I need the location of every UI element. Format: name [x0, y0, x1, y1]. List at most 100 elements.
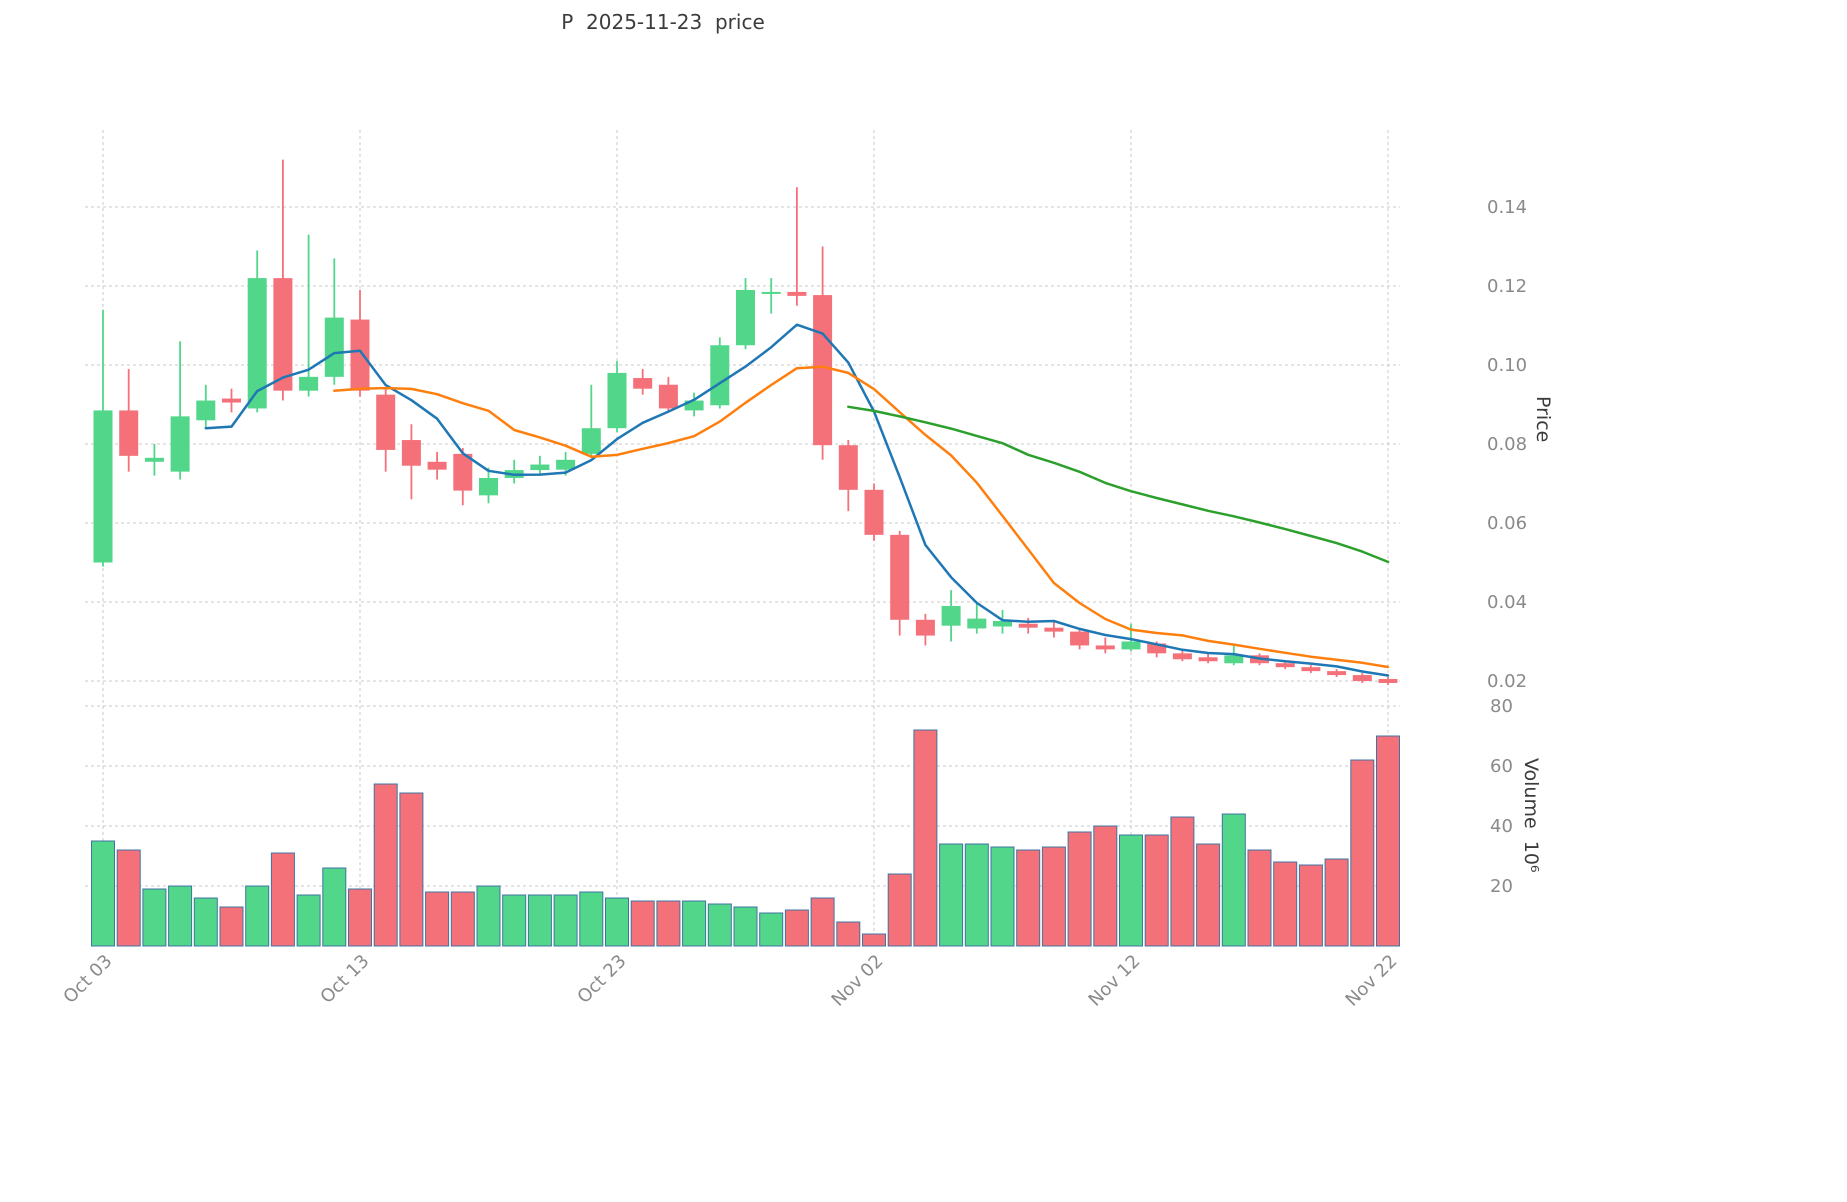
candle-body — [453, 453, 473, 491]
volume-bar — [399, 792, 424, 947]
candle-body — [273, 278, 293, 391]
volume-bar — [1093, 825, 1118, 947]
price-tick-label: 0.10 — [1487, 355, 1527, 376]
date-tick-label: Nov 22 — [1342, 951, 1402, 1011]
candle-body — [196, 400, 216, 421]
candle-body — [864, 489, 884, 535]
volume-bar — [116, 849, 141, 947]
volume-bar — [913, 729, 938, 947]
candle-body — [890, 534, 910, 620]
volume-bar — [810, 897, 835, 947]
volume-bar — [964, 843, 989, 947]
candle-body — [813, 295, 833, 446]
volume-bar — [682, 900, 707, 947]
date-tick-label: Nov 02 — [828, 951, 888, 1011]
volume-bar — [1350, 759, 1375, 947]
volume-bar — [193, 897, 218, 947]
volume-bar — [450, 891, 475, 947]
volume-bar — [425, 891, 450, 947]
volume-bar — [1067, 831, 1092, 947]
volume-bar — [939, 843, 964, 947]
volume-tick-label: 40 — [1490, 816, 1513, 837]
volume-bar — [476, 885, 501, 947]
volume-bar — [733, 906, 758, 947]
volume-bar — [348, 888, 372, 947]
volume-bar — [1298, 864, 1323, 947]
candle-body — [1044, 627, 1064, 632]
candle-body — [684, 400, 704, 411]
candle-body — [427, 461, 447, 470]
volume-bar — [219, 906, 244, 947]
candle-body — [556, 459, 576, 470]
volume-bar — [91, 840, 115, 947]
volume-bar — [836, 921, 861, 947]
volume-bar — [1170, 816, 1195, 947]
volume-bar — [1119, 834, 1143, 947]
volume-bar — [1041, 846, 1066, 947]
volume-bar — [862, 933, 886, 947]
date-tick-label: Oct 03 — [59, 951, 116, 1008]
volume-bar — [1196, 843, 1221, 947]
candle-body — [1070, 631, 1090, 646]
price-axis-label: Price — [1532, 396, 1554, 443]
price-tick-label: 0.12 — [1487, 276, 1527, 297]
candle-body — [607, 372, 627, 429]
price-tick-label: 0.04 — [1487, 592, 1527, 613]
candle-body — [581, 428, 601, 454]
price-tick-label: 0.02 — [1487, 671, 1527, 692]
volume-tick-label: 60 — [1490, 756, 1513, 777]
candle-body — [633, 378, 653, 389]
candle-body — [93, 410, 113, 563]
candle-body — [838, 445, 858, 490]
candle-body — [736, 289, 755, 346]
candle-body — [479, 477, 498, 496]
price-tick-label: 0.14 — [1487, 197, 1527, 218]
candle-body — [299, 376, 319, 391]
volume-bar — [1221, 813, 1246, 947]
volume-bar — [245, 885, 270, 947]
ma-line-sma-10 — [333, 365, 1390, 669]
candle-body — [247, 278, 267, 409]
candle-body — [170, 416, 190, 472]
volume-bar — [1247, 849, 1272, 947]
candle-body — [350, 319, 370, 391]
volume-bar — [656, 900, 681, 947]
volume-bar — [553, 894, 578, 947]
volume-bar — [270, 852, 295, 947]
volume-bar — [707, 903, 732, 947]
volume-bar — [1144, 834, 1169, 947]
volume-bar — [990, 846, 1015, 947]
candle-body — [324, 317, 344, 377]
candle-body — [941, 605, 961, 626]
candle-body — [376, 394, 396, 450]
volume-bar — [502, 894, 527, 947]
price-tick-label: 0.08 — [1487, 434, 1527, 455]
volume-bar — [784, 909, 809, 947]
volume-bar — [296, 894, 321, 947]
candle-body — [993, 620, 1012, 627]
volume-bar — [887, 873, 912, 947]
volume-bar — [142, 888, 167, 947]
candle-body — [1095, 645, 1115, 650]
candle-body — [1301, 667, 1321, 672]
date-tick-label: Oct 13 — [316, 951, 373, 1008]
volume-tick-label: 20 — [1490, 876, 1513, 897]
volume-bar — [630, 900, 655, 947]
candle-body — [710, 345, 730, 406]
volume-bar — [1016, 849, 1041, 947]
candle-body — [530, 464, 550, 471]
candle-body — [401, 440, 421, 466]
candle-body — [222, 398, 241, 403]
candle-body — [1327, 671, 1347, 676]
volume-bar — [605, 897, 629, 947]
volume-bar — [759, 912, 784, 947]
candle-body — [915, 619, 935, 636]
candle-body — [658, 384, 678, 409]
volume-bar — [1273, 861, 1298, 947]
candle-body — [1275, 663, 1295, 668]
volume-tick-label: 80 — [1490, 696, 1513, 717]
volume-bar — [527, 894, 552, 947]
candle-body — [1147, 643, 1167, 654]
